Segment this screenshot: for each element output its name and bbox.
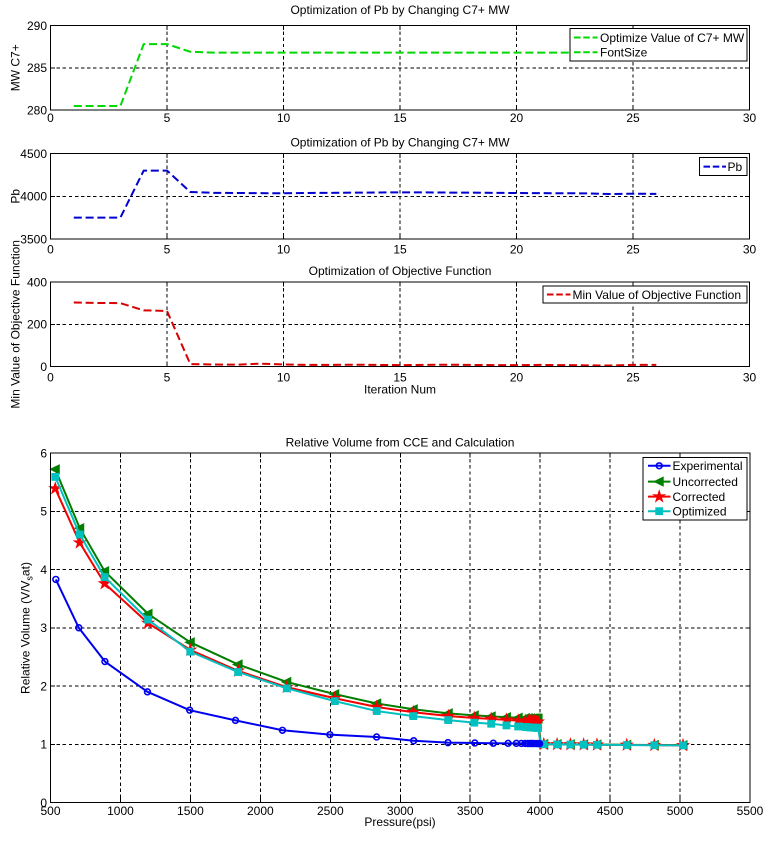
svg-text:285: 285: [27, 61, 47, 75]
svg-text:4000: 4000: [527, 804, 554, 818]
svg-text:Corrected: Corrected: [673, 490, 726, 504]
svg-text:Optimization of Pb by Changing: Optimization of Pb by Changing C7+ MW: [290, 136, 510, 150]
svg-text:2500: 2500: [317, 804, 344, 818]
svg-text:3500: 3500: [457, 804, 484, 818]
svg-text:5: 5: [40, 505, 47, 519]
svg-text:400: 400: [27, 275, 47, 289]
svg-text:3: 3: [40, 621, 47, 635]
svg-text:0: 0: [40, 360, 47, 374]
svg-text:5: 5: [164, 111, 171, 125]
svg-text:25: 25: [626, 371, 640, 385]
svg-text:Optimized: Optimized: [673, 505, 727, 519]
svg-text:0: 0: [47, 371, 54, 385]
svg-text:4500: 4500: [20, 147, 47, 161]
svg-text:15: 15: [393, 371, 407, 385]
svg-text:0: 0: [40, 796, 47, 810]
svg-text:25: 25: [626, 243, 640, 257]
svg-text:10: 10: [277, 111, 291, 125]
svg-text:2000: 2000: [247, 804, 274, 818]
svg-text:4000: 4000: [20, 190, 47, 204]
svg-text:10: 10: [277, 371, 291, 385]
svg-text:10: 10: [277, 243, 291, 257]
svg-text:Relative Volume (V/Vsat): Relative Volume (V/Vsat): [19, 562, 35, 694]
svg-text:15: 15: [393, 243, 407, 257]
svg-text:4: 4: [40, 563, 47, 577]
svg-text:Optimization of Objective Func: Optimization of Objective Function: [309, 264, 492, 278]
svg-text:200: 200: [27, 318, 47, 332]
svg-text:25: 25: [626, 111, 640, 125]
svg-text:5500: 5500: [737, 804, 764, 818]
svg-text:Iteration Num: Iteration Num: [364, 383, 436, 397]
svg-text:290: 290: [27, 19, 47, 33]
svg-text:6: 6: [40, 446, 47, 460]
svg-text:0: 0: [47, 111, 54, 125]
svg-text:1500: 1500: [177, 804, 204, 818]
svg-text:Uncorrected: Uncorrected: [673, 475, 738, 489]
svg-text:30: 30: [743, 111, 757, 125]
svg-text:Min Value of Objective Functio: Min Value of Objective Function: [573, 288, 742, 302]
svg-text:20: 20: [510, 371, 524, 385]
svg-text:1: 1: [40, 738, 47, 752]
svg-text:MW C7+: MW C7+: [9, 44, 23, 91]
svg-text:30: 30: [743, 371, 757, 385]
svg-text:5: 5: [164, 243, 171, 257]
svg-text:500: 500: [40, 804, 60, 818]
svg-text:5: 5: [164, 371, 171, 385]
svg-text:2: 2: [40, 679, 47, 693]
svg-text:Optimize Value of C7+ MW: Optimize Value of C7+ MW: [600, 31, 745, 45]
svg-text:280: 280: [27, 104, 47, 118]
svg-text:1000: 1000: [107, 804, 134, 818]
svg-text:Min Value of Objective Functio: Min Value of Objective Function: [9, 240, 23, 409]
svg-text:Optimization of Pb by Changing: Optimization of Pb by Changing C7+ MW: [290, 3, 510, 17]
svg-text:0: 0: [47, 243, 54, 257]
svg-text:3500: 3500: [20, 232, 47, 246]
svg-text:Experimental: Experimental: [673, 459, 743, 473]
svg-text:Pb: Pb: [728, 160, 743, 174]
svg-text:30: 30: [743, 243, 757, 257]
svg-text:5000: 5000: [667, 804, 694, 818]
svg-text:Relative Volume from CCE and C: Relative Volume from CCE and Calculation: [286, 436, 515, 450]
svg-text:15: 15: [393, 111, 407, 125]
svg-text:FontSize: FontSize: [600, 46, 648, 60]
svg-text:Pressure(psi): Pressure(psi): [364, 815, 435, 829]
svg-text:3000: 3000: [387, 804, 414, 818]
svg-text:20: 20: [510, 243, 524, 257]
svg-text:Pb: Pb: [9, 189, 23, 204]
svg-text:20: 20: [510, 111, 524, 125]
svg-text:4500: 4500: [597, 804, 624, 818]
